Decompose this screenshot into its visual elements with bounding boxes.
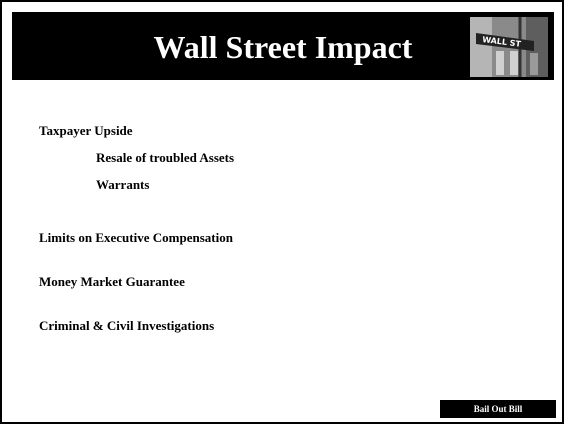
wall-street-photo: WALL ST	[470, 17, 548, 77]
sub-bullet-item: Warrants	[96, 177, 149, 193]
bullet-item: Taxpayer Upside	[39, 123, 133, 139]
window	[530, 53, 538, 75]
sub-bullet-item: Resale of troubled Assets	[96, 150, 234, 166]
window	[510, 51, 518, 75]
building-left	[470, 17, 492, 77]
footer-label: Bail Out Bill	[440, 400, 556, 418]
slide: Wall Street Impact WALL ST Taxpayer Upsi…	[0, 0, 564, 424]
bullet-item: Criminal & Civil Investigations	[39, 318, 214, 334]
bullet-item: Money Market Guarantee	[39, 274, 185, 290]
window	[496, 51, 504, 75]
header-band: Wall Street Impact WALL ST	[12, 12, 554, 80]
bullet-item: Limits on Executive Compensation	[39, 230, 233, 246]
